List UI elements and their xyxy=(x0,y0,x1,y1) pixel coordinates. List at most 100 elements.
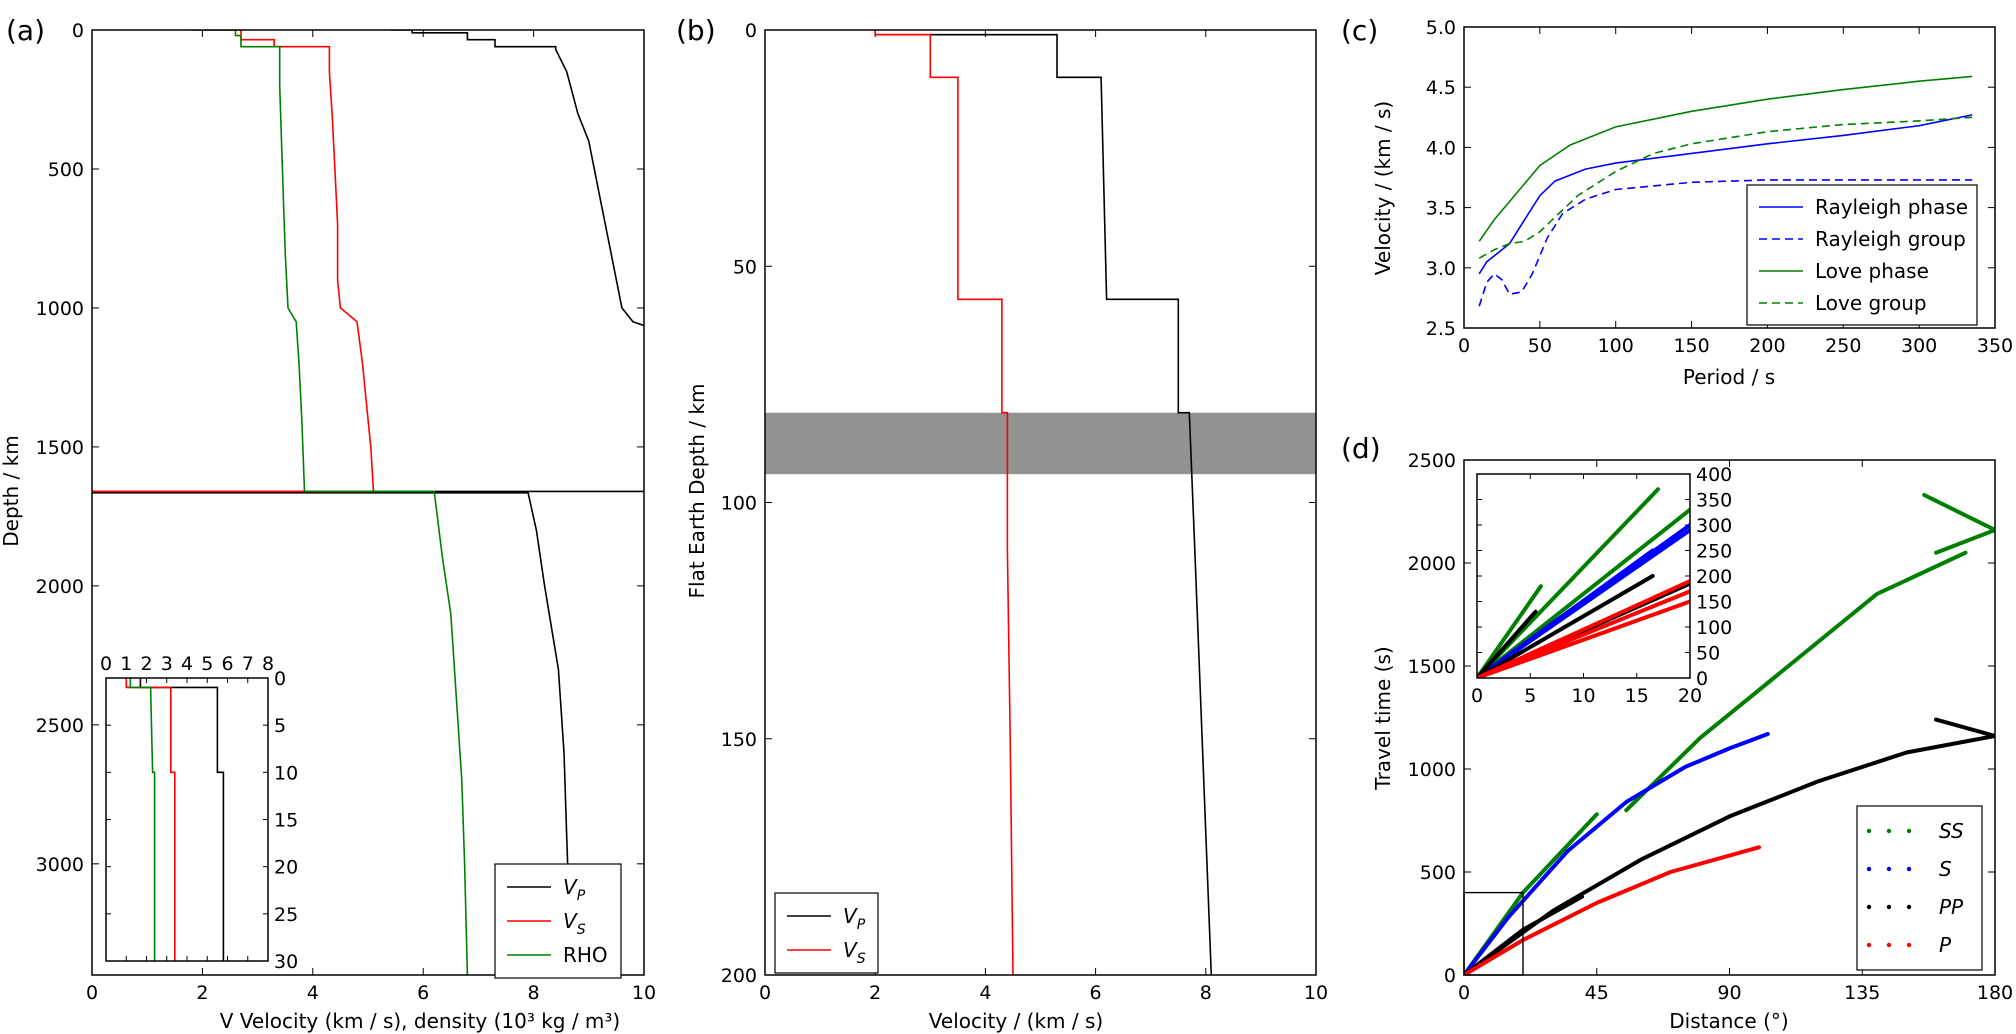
b-plot-area xyxy=(765,30,1316,975)
panel-b-ylabel: Flat Earth Depth / km xyxy=(685,384,709,599)
d-x-tick-label: 45 xyxy=(1585,982,1609,1004)
a-legend-label-sub: S xyxy=(577,922,586,938)
b-shaded-band xyxy=(765,412,1316,475)
d-inset-x-tick-label: 5 xyxy=(1524,685,1536,707)
a-inset-y-tick-label: 30 xyxy=(274,951,298,973)
a-inset-x-tick-label: 7 xyxy=(242,653,254,675)
b-axes-frame xyxy=(764,29,1317,976)
d-inset-x-tick-label: 20 xyxy=(1678,685,1702,707)
b-x-tick-label: 6 xyxy=(1090,982,1102,1004)
a-inset-line-rho xyxy=(129,678,156,961)
b-y-tick-label: 50 xyxy=(733,256,757,278)
d-inset-y-tick-label: 350 xyxy=(1696,490,1732,512)
panel-a: V Velocity (km / s), density (10³ kg / m… xyxy=(0,20,656,1033)
b-y-tick-label: 100 xyxy=(721,493,757,515)
b-y-tick-label: 150 xyxy=(721,729,757,751)
d-y-tick-label: 0 xyxy=(1444,965,1456,987)
panel-label-b: (b) xyxy=(676,14,716,47)
a-y-tick-label: 1000 xyxy=(36,298,84,320)
c-legend-label-1: Rayleigh phase xyxy=(1815,195,1968,219)
b-x-tick-label: 2 xyxy=(869,982,881,1004)
a-inset-x-tick-label: 8 xyxy=(262,653,274,675)
c-x-tick-label: 350 xyxy=(1977,335,2013,357)
a-series-line-v-p xyxy=(92,30,644,975)
b-x-tick-label: 8 xyxy=(1200,982,1212,1004)
panel-c: Period / s Velocity / (km / s) 0 50 100 150… xyxy=(1371,17,2013,389)
a-x-tick-label: 6 xyxy=(417,982,429,1004)
d-series-p-seg-1 xyxy=(1464,845,1761,975)
a-legend-label-1: VP xyxy=(563,875,586,904)
a-series-group xyxy=(92,30,644,975)
d-y-tick-label: 1000 xyxy=(1408,759,1456,781)
d-inset-p-seg-3 xyxy=(1477,599,1690,678)
d-legend-dot-1-1 xyxy=(1866,828,1872,834)
a-inset-y-tick-label: 25 xyxy=(274,904,298,926)
c-legend-label-4: Love group xyxy=(1815,291,1927,315)
panel-label-c: (c) xyxy=(1341,14,1378,47)
d-legend-dot-1-3 xyxy=(1906,828,1912,834)
d-inset-y-tick-label: 0 xyxy=(1696,668,1708,690)
panel-d: Distance (°) Travel time (s) 0 45 90 135 180… xyxy=(1371,450,2013,1033)
c-series-group xyxy=(1478,75,1973,307)
d-legend-dot-4-3 xyxy=(1906,942,1912,948)
panel-a-xlabel: V Velocity (km / s), density (10³ kg / m… xyxy=(220,1009,620,1033)
panel-label-d: (d) xyxy=(1341,432,1381,465)
d-series-pp-seg-2 xyxy=(1464,717,1995,975)
panel-label-a: (a) xyxy=(6,14,45,47)
b-series-group xyxy=(874,30,1213,975)
panel-d-xlabel: Distance (°) xyxy=(1669,1009,1788,1033)
d-legend-dot-4-2 xyxy=(1886,942,1892,948)
d-inset-y-tick-label: 250 xyxy=(1696,541,1732,563)
a-inset-x-tick-label: 2 xyxy=(140,653,152,675)
d-x-tick-label: 90 xyxy=(1717,982,1741,1004)
d-legend-dot-3-2 xyxy=(1886,904,1892,910)
d-legend-dot-3-3 xyxy=(1906,904,1912,910)
b-series-line-v-p xyxy=(874,30,1213,975)
a-inset-frame xyxy=(105,677,269,962)
a-y-tick-label: 1500 xyxy=(36,437,84,459)
a-inset-x-tick-label: 5 xyxy=(201,653,213,675)
panel-c-ylabel: Velocity / (km / s) xyxy=(1371,101,1395,275)
d-inset-y-tick-label: 150 xyxy=(1696,592,1732,614)
c-x-tick-label: 200 xyxy=(1749,335,1785,357)
b-legend-label-1: VP xyxy=(843,904,866,933)
a-inset-x-tick-label: 0 xyxy=(100,653,112,675)
d-series-ss-seg-3 xyxy=(1922,493,1995,555)
a-inset-y-tick-label: 0 xyxy=(274,668,286,690)
c-x-tick-label: 0 xyxy=(1458,335,1470,357)
a-x-tick-label: 4 xyxy=(307,982,319,1004)
b-legend-label-2: VS xyxy=(843,938,866,967)
d-series-group xyxy=(1464,493,1995,975)
d-inset-y-tick-label: 200 xyxy=(1696,566,1732,588)
legend-box xyxy=(774,892,879,974)
c-y-tick-label: 4.5 xyxy=(1426,77,1456,99)
b-legend-label-main: V xyxy=(843,938,858,962)
a-y-tick-label: 0 xyxy=(72,20,84,42)
c-y-tick-label: 5.0 xyxy=(1426,17,1456,39)
a-y-tick-label: 2500 xyxy=(36,715,84,737)
b-legend-label-sub: S xyxy=(857,951,866,967)
d-legend-dot-2-2 xyxy=(1886,866,1892,872)
a-inset-y-tick-label: 5 xyxy=(274,715,286,737)
d-legend-label-2: S xyxy=(1939,857,1952,881)
b-legend-label-main: V xyxy=(843,904,858,928)
d-legend-label-1: SS xyxy=(1939,819,1964,843)
a-legend-label-3: RHO xyxy=(563,943,608,967)
a-inset-y-tick-label: 20 xyxy=(274,857,298,879)
d-series-ss-seg-2 xyxy=(1624,550,1968,813)
c-series-rayleigh-phase xyxy=(1478,114,1973,275)
a-x-tick-label: 2 xyxy=(196,982,208,1004)
a-axes-frame xyxy=(91,29,645,976)
panel-a-ylabel: Depth / km xyxy=(0,435,23,546)
d-inset-pp-seg-1 xyxy=(1477,609,1538,678)
a-inset-y-tick-label: 15 xyxy=(274,810,298,832)
d-inset-pp-seg-2 xyxy=(1477,574,1655,678)
d-y-tick-label: 2000 xyxy=(1408,553,1456,575)
a-legend-label-main: V xyxy=(563,875,578,899)
a-inset-series-group xyxy=(125,678,225,961)
d-y-tick-label: 1500 xyxy=(1408,656,1456,678)
c-legend-label-2: Rayleigh group xyxy=(1815,227,1966,251)
a-y-tick-label: 3000 xyxy=(36,854,84,876)
